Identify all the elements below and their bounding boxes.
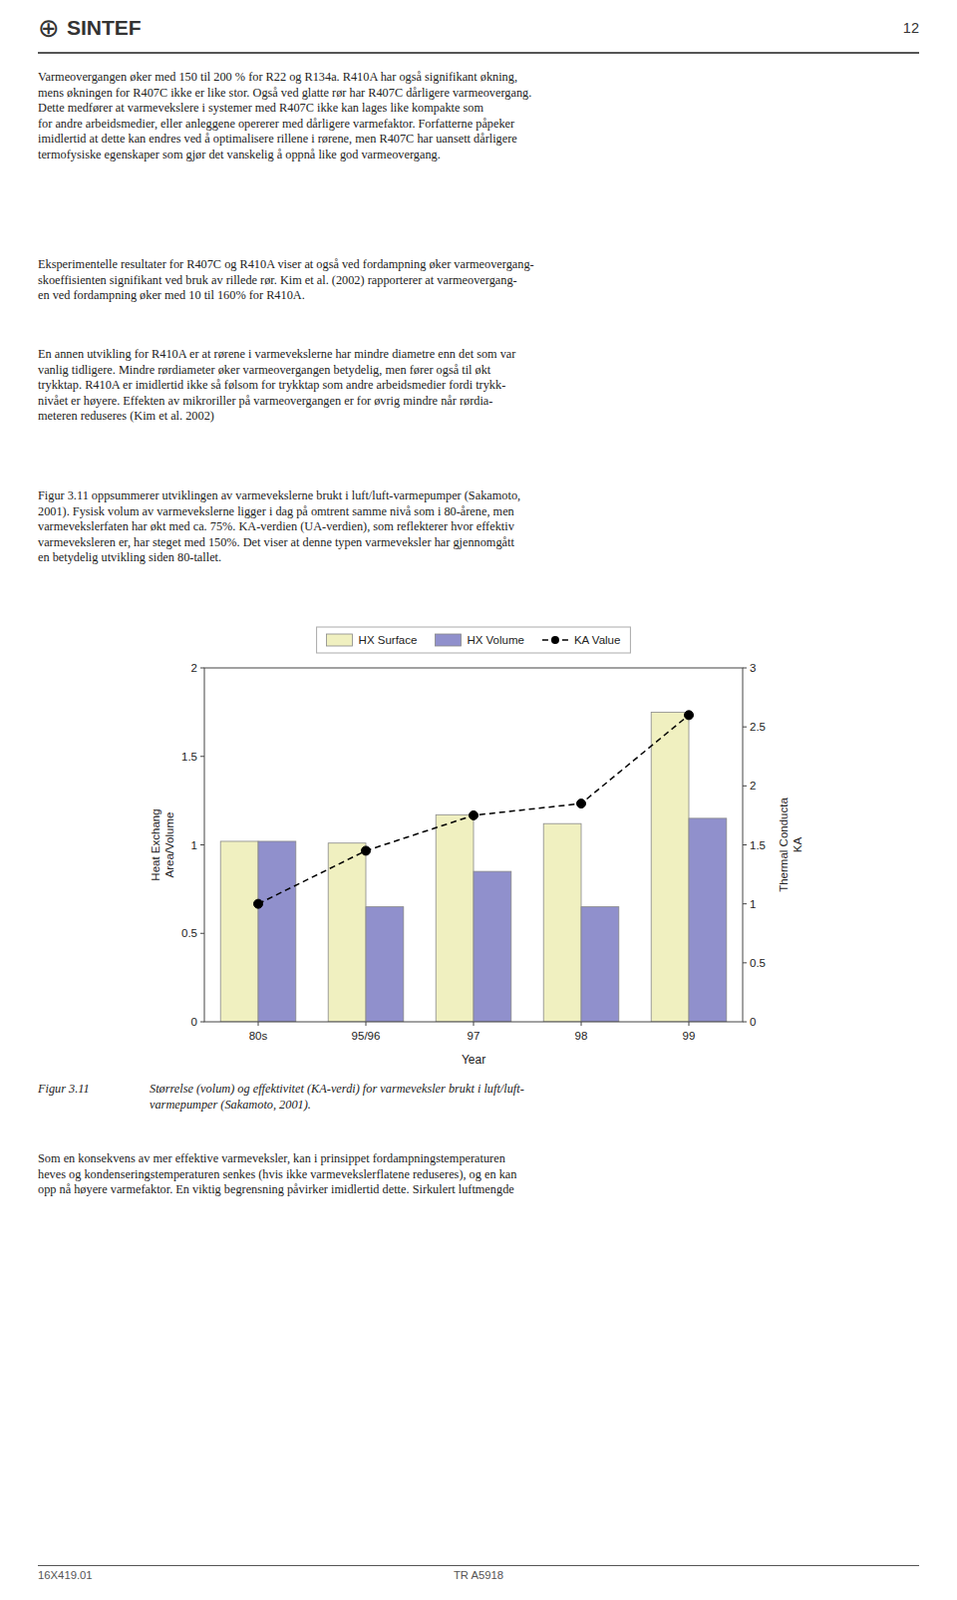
y-tick — [200, 933, 205, 935]
legend-item: HX Volume — [434, 634, 525, 646]
x-tick-label: 99 — [682, 1029, 696, 1042]
bar — [365, 907, 404, 1022]
y2-tick — [742, 961, 747, 963]
bar — [435, 814, 474, 1022]
y2-tick — [742, 1021, 747, 1023]
y-tick-label: 1.5 — [181, 750, 198, 763]
y2-axis-label: Thermal ConductaKA — [777, 797, 804, 893]
y2-tick-label: 2.5 — [749, 720, 766, 733]
marks — [220, 710, 727, 1022]
marker — [254, 899, 264, 909]
y2-tick-label: 2 — [749, 779, 756, 792]
bar — [650, 711, 689, 1022]
x-axis-label: Year — [461, 1052, 486, 1067]
legend-item: HX Surface — [326, 634, 418, 646]
legend-swatch — [434, 634, 461, 646]
bar — [220, 841, 259, 1022]
caption-text: Størrelse (volum) og effektivitet (KA-ve… — [149, 1081, 525, 1113]
legend-label: HX Surface — [358, 634, 418, 646]
page-number: 12 — [903, 19, 920, 36]
y-tick — [200, 667, 205, 669]
footer-left: 16X419.01 — [37, 1565, 93, 1585]
footer-rule — [37, 1565, 920, 1567]
bar — [327, 843, 366, 1022]
x-tick — [581, 1021, 583, 1026]
y-tick — [200, 755, 205, 757]
y-tick — [200, 844, 205, 846]
x-tick-label: 80s — [249, 1029, 269, 1042]
x-tick — [365, 1021, 367, 1026]
marker — [577, 799, 587, 809]
header-title: SINTEF — [66, 15, 142, 40]
bar — [258, 841, 297, 1022]
marker — [361, 846, 371, 856]
bar — [581, 907, 620, 1022]
y2-tick — [742, 785, 747, 787]
y2-tick-label: 0 — [749, 1015, 756, 1028]
y2-tick — [742, 844, 747, 846]
bar — [473, 871, 512, 1022]
x-tick — [473, 1021, 475, 1026]
header-rule — [37, 51, 920, 54]
x-tick-label: 95/96 — [351, 1029, 381, 1042]
x-tick — [688, 1021, 690, 1026]
footer-right: TR A5918 — [0, 1565, 957, 1585]
y-tick-label: 2 — [191, 661, 198, 674]
chart: 80s 95/96 97 98 99 Year 0 0.5 1 1.5 2 0 0.5 1 1.5 2 2.5 3… — [139, 618, 858, 1077]
y2-tick-label: 1 — [749, 898, 756, 911]
y-tick-label: 0 — [191, 1015, 198, 1028]
y2-tick-label: 1.5 — [749, 839, 766, 852]
paragraph: Som en konsekvens av mer effektive varme… — [37, 1151, 517, 1199]
y2-tick — [742, 726, 747, 728]
x-tick-label: 98 — [575, 1029, 589, 1042]
x-tick — [258, 1021, 260, 1026]
y2-tick-label: 0.5 — [749, 957, 766, 969]
bar — [543, 823, 582, 1022]
line — [258, 714, 689, 904]
legend-swatch — [326, 634, 353, 646]
legend-item: KA Value — [542, 634, 621, 646]
caption-label: Figur 3.11 — [37, 1081, 90, 1098]
y-tick — [200, 1021, 205, 1023]
logo: ⊕ — [37, 11, 60, 44]
y-axis-label: Heat ExchangArea/Volume — [149, 808, 176, 881]
y2-tick-label: 3 — [749, 661, 756, 674]
page: ⊕SINTEF12Varmeovergangen øker med 150 ti… — [0, 0, 957, 1600]
y2-tick — [742, 667, 747, 669]
y-tick-label: 0.5 — [181, 927, 198, 940]
y-tick-label: 1 — [191, 839, 198, 852]
paragraph: Figur 3.11 oppsummerer utviklingen av va… — [37, 488, 521, 567]
paragraph: Varmeovergangen øker med 150 til 200 % f… — [37, 69, 532, 163]
legend-label: KA Value — [574, 634, 621, 646]
legend-box — [317, 627, 632, 653]
marker — [684, 710, 694, 720]
paragraph: En annen utvikling for R410A er at røren… — [37, 346, 516, 425]
bar — [688, 818, 727, 1022]
x-tick-label: 97 — [467, 1029, 481, 1042]
marker — [469, 810, 479, 820]
plot-frame — [204, 667, 743, 1022]
legend-swatch — [551, 636, 560, 644]
paragraph: Eksperimentelle resultater for R407C og … — [37, 257, 535, 305]
y2-tick — [742, 903, 747, 905]
legend-label: HX Volume — [466, 634, 525, 646]
legend: HX Surface HX Volume KA Value — [317, 627, 632, 653]
